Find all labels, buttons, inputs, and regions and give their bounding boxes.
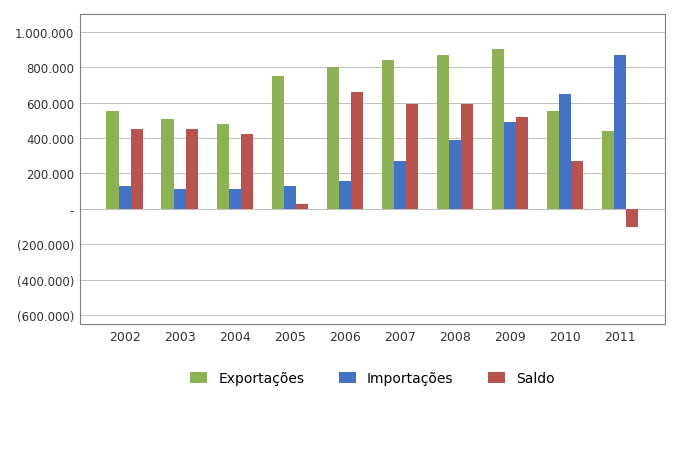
Bar [461,105,473,209]
Bar [571,162,583,209]
Bar [381,61,394,209]
Bar [339,181,351,209]
Bar [547,112,559,209]
Bar [284,187,296,209]
Bar [504,123,516,209]
Bar [131,130,143,209]
Bar [614,56,626,209]
Bar [626,209,639,227]
Bar [106,112,118,209]
Bar [406,105,418,209]
Bar [326,68,339,209]
Bar [602,131,614,209]
Bar [296,204,308,209]
Bar [216,125,228,209]
Bar [228,190,241,209]
Bar [186,130,198,209]
Bar [161,119,173,209]
Bar [271,77,284,209]
Bar [492,51,504,209]
Bar [516,117,528,209]
Bar [559,95,571,209]
Bar [118,187,131,209]
Bar [351,93,363,209]
Bar [437,56,449,209]
Bar [241,135,253,209]
Legend: Exportações, Importações, Saldo: Exportações, Importações, Saldo [190,372,554,385]
Bar [173,190,186,209]
Bar [394,162,406,209]
Bar [449,141,461,209]
